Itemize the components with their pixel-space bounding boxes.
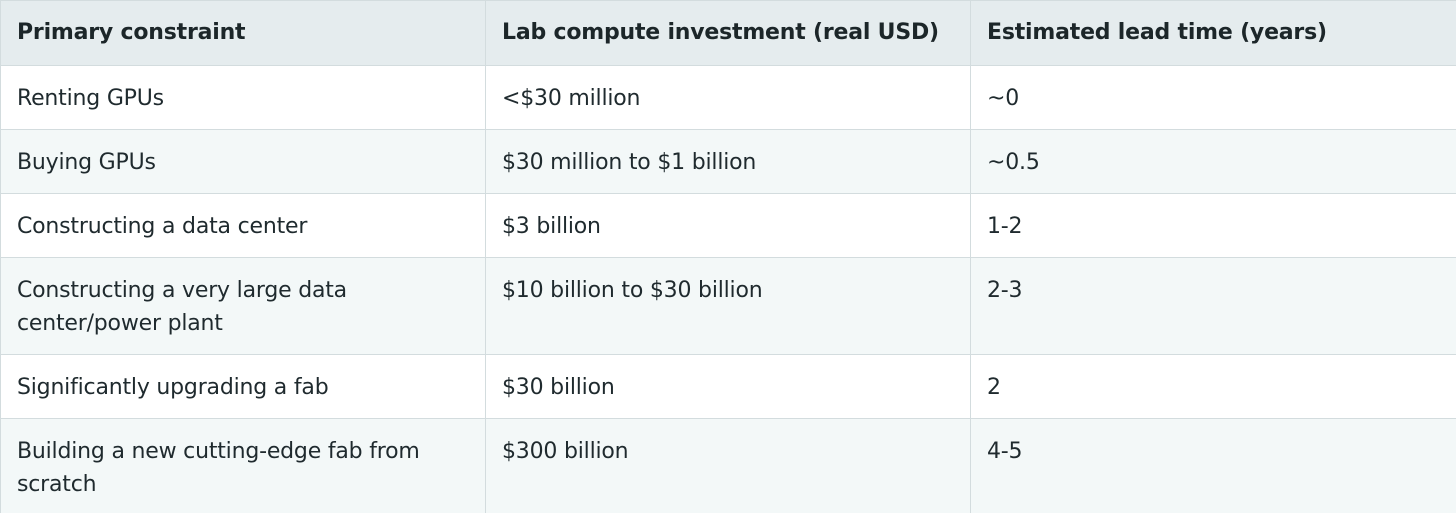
cell-constraint: Building a new cutting-edge fab from scr… — [0, 418, 486, 513]
header-primary-constraint: Primary constraint — [0, 0, 486, 66]
cell-investment: $3 billion — [485, 193, 971, 258]
table-row: Renting GPUs <$30 million ~0 — [0, 65, 1456, 130]
table-row: Constructing a data center $3 billion 1-… — [0, 193, 1456, 258]
cell-constraint: Buying GPUs — [0, 129, 486, 194]
cell-investment: $30 million to $1 billion — [485, 129, 971, 194]
cell-constraint: Constructing a very large data center/po… — [0, 257, 486, 355]
header-estimated-lead-time: Estimated lead time (years) — [970, 0, 1456, 66]
cell-lead-time: ~0 — [970, 65, 1456, 130]
table-row: Building a new cutting-edge fab from scr… — [0, 418, 1456, 513]
header-row: Primary constraint Lab compute investmen… — [0, 0, 1456, 66]
table-row: Significantly upgrading a fab $30 billio… — [0, 354, 1456, 419]
cell-lead-time: 2-3 — [970, 257, 1456, 355]
cell-lead-time: 1-2 — [970, 193, 1456, 258]
cell-investment: $10 billion to $30 billion — [485, 257, 971, 355]
cell-constraint: Constructing a data center — [0, 193, 486, 258]
cell-lead-time: ~0.5 — [970, 129, 1456, 194]
cell-lead-time: 4-5 — [970, 418, 1456, 513]
cell-constraint: Significantly upgrading a fab — [0, 354, 486, 419]
cell-constraint: Renting GPUs — [0, 65, 486, 130]
table-row: Buying GPUs $30 million to $1 billion ~0… — [0, 129, 1456, 194]
cell-investment: <$30 million — [485, 65, 971, 130]
cell-investment: $30 billion — [485, 354, 971, 419]
cell-lead-time: 2 — [970, 354, 1456, 419]
header-lab-compute-investment: Lab compute investment (real USD) — [485, 0, 971, 66]
cell-investment: $300 billion — [485, 418, 971, 513]
table-row: Constructing a very large data center/po… — [0, 257, 1456, 355]
